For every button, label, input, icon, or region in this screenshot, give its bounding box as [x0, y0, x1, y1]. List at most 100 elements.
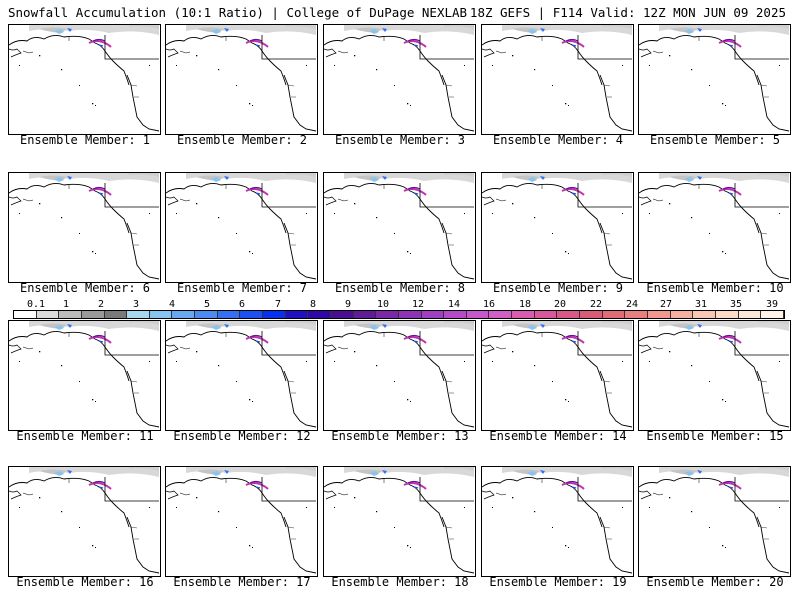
snowfall-map	[638, 466, 791, 577]
legend-swatch	[670, 311, 694, 318]
snowfall-map	[323, 320, 476, 431]
legend-label: 24	[625, 299, 639, 310]
legend-swatch	[647, 311, 671, 318]
legend-swatch	[761, 311, 784, 318]
snowfall-map	[8, 466, 161, 577]
snowfall-map	[638, 24, 791, 135]
legend-swatch	[127, 311, 150, 318]
legend-label: 3	[132, 299, 140, 310]
ensemble-member-label: Ensemble Member: 19	[489, 575, 627, 589]
legend-label: 20	[553, 299, 567, 310]
ensemble-member-label: Ensemble Member: 10	[646, 281, 784, 295]
snowfall-map	[638, 172, 791, 283]
snowfall-map	[481, 172, 634, 283]
header-title: Snowfall Accumulation (10:1 Ratio) | Col…	[8, 5, 468, 20]
snowfall-map	[481, 320, 634, 431]
legend-label: 2	[97, 299, 105, 310]
snowfall-map	[481, 24, 634, 135]
ensemble-member-label: Ensemble Member: 8	[334, 281, 466, 295]
legend-label: 16	[482, 299, 496, 310]
legend-swatch	[738, 311, 762, 318]
legend-label: 0.1	[26, 299, 46, 310]
legend-swatch	[534, 311, 558, 318]
ensemble-member-label: Ensemble Member: 12	[173, 429, 311, 443]
snowfall-map	[638, 320, 791, 431]
legend-swatch	[693, 311, 716, 318]
legend-label: 10	[376, 299, 390, 310]
legend-swatch	[81, 311, 105, 318]
snowfall-map	[481, 466, 634, 577]
legend-color-bar	[13, 310, 785, 319]
legend-swatch	[263, 311, 286, 318]
snowfall-map	[165, 466, 318, 577]
legend-label: 5	[203, 299, 211, 310]
ensemble-member-label: Ensemble Member: 7	[176, 281, 308, 295]
ensemble-member-label: Ensemble Member: 18	[331, 575, 469, 589]
legend-swatch	[444, 311, 467, 318]
legend-label: 7	[274, 299, 282, 310]
ensemble-member-label: Ensemble Member: 14	[489, 429, 627, 443]
snowfall-map	[165, 320, 318, 431]
legend-swatch	[421, 311, 445, 318]
ensemble-member-label: Ensemble Member: 4	[492, 133, 624, 147]
ensemble-member-label: Ensemble Member: 20	[646, 575, 784, 589]
snowfall-legend: 0.1 1 2 3 4 5 6 7 8 9 10 12 14 16 18 20 22 24 27 31 35 39	[13, 299, 785, 321]
snowfall-map	[8, 172, 161, 283]
header-run-info: 18Z GEFS | F114 Valid: 12Z MON JUN 09 20…	[469, 5, 786, 20]
legend-swatch	[172, 311, 196, 318]
legend-swatch	[353, 311, 377, 318]
legend-swatch	[466, 311, 490, 318]
legend-swatch	[398, 311, 422, 318]
ensemble-member-label: Ensemble Member: 17	[173, 575, 311, 589]
snowfall-map	[165, 24, 318, 135]
legend-label: 6	[238, 299, 246, 310]
legend-label: 9	[344, 299, 352, 310]
legend-swatch	[308, 311, 331, 318]
legend-swatch	[36, 311, 60, 318]
ensemble-member-label: Ensemble Member: 1	[19, 133, 151, 147]
legend-swatch	[149, 311, 173, 318]
snowfall-map	[323, 24, 476, 135]
legend-swatch	[240, 311, 264, 318]
legend-label: 4	[168, 299, 176, 310]
legend-swatch	[715, 311, 739, 318]
legend-swatch	[217, 311, 241, 318]
ensemble-member-label: Ensemble Member: 5	[649, 133, 781, 147]
snowfall-map	[8, 24, 161, 135]
snowfall-map	[323, 172, 476, 283]
legend-label: 27	[659, 299, 673, 310]
ensemble-member-label: Ensemble Member: 6	[19, 281, 151, 295]
ensemble-member-label: Ensemble Member: 9	[492, 281, 624, 295]
legend-swatch	[195, 311, 218, 318]
ensemble-member-label: Ensemble Member: 15	[646, 429, 784, 443]
legend-label: 18	[518, 299, 532, 310]
legend-swatch	[512, 311, 535, 318]
legend-swatch	[625, 311, 648, 318]
legend-label: 12	[411, 299, 425, 310]
ensemble-member-label: Ensemble Member: 2	[176, 133, 308, 147]
ensemble-member-label: Ensemble Member: 13	[331, 429, 469, 443]
ensemble-member-label: Ensemble Member: 11	[16, 429, 154, 443]
snowfall-map	[165, 172, 318, 283]
legend-swatch	[285, 311, 309, 318]
legend-swatch	[59, 311, 82, 318]
legend-swatch	[376, 311, 399, 318]
legend-label: 14	[447, 299, 461, 310]
legend-swatch	[580, 311, 603, 318]
legend-label: 22	[589, 299, 603, 310]
legend-swatch	[489, 311, 513, 318]
legend-label: 39	[765, 299, 779, 310]
legend-label: 8	[309, 299, 317, 310]
legend-swatch	[602, 311, 626, 318]
legend-label: 35	[729, 299, 743, 310]
snowfall-map	[323, 466, 476, 577]
legend-label: 1	[62, 299, 70, 310]
ensemble-member-label: Ensemble Member: 16	[16, 575, 154, 589]
legend-label: 31	[694, 299, 708, 310]
legend-swatch	[104, 311, 128, 318]
legend-swatch	[14, 311, 37, 318]
snowfall-map	[8, 320, 161, 431]
ensemble-member-label: Ensemble Member: 3	[334, 133, 466, 147]
legend-swatch	[330, 311, 354, 318]
legend-swatch	[557, 311, 581, 318]
